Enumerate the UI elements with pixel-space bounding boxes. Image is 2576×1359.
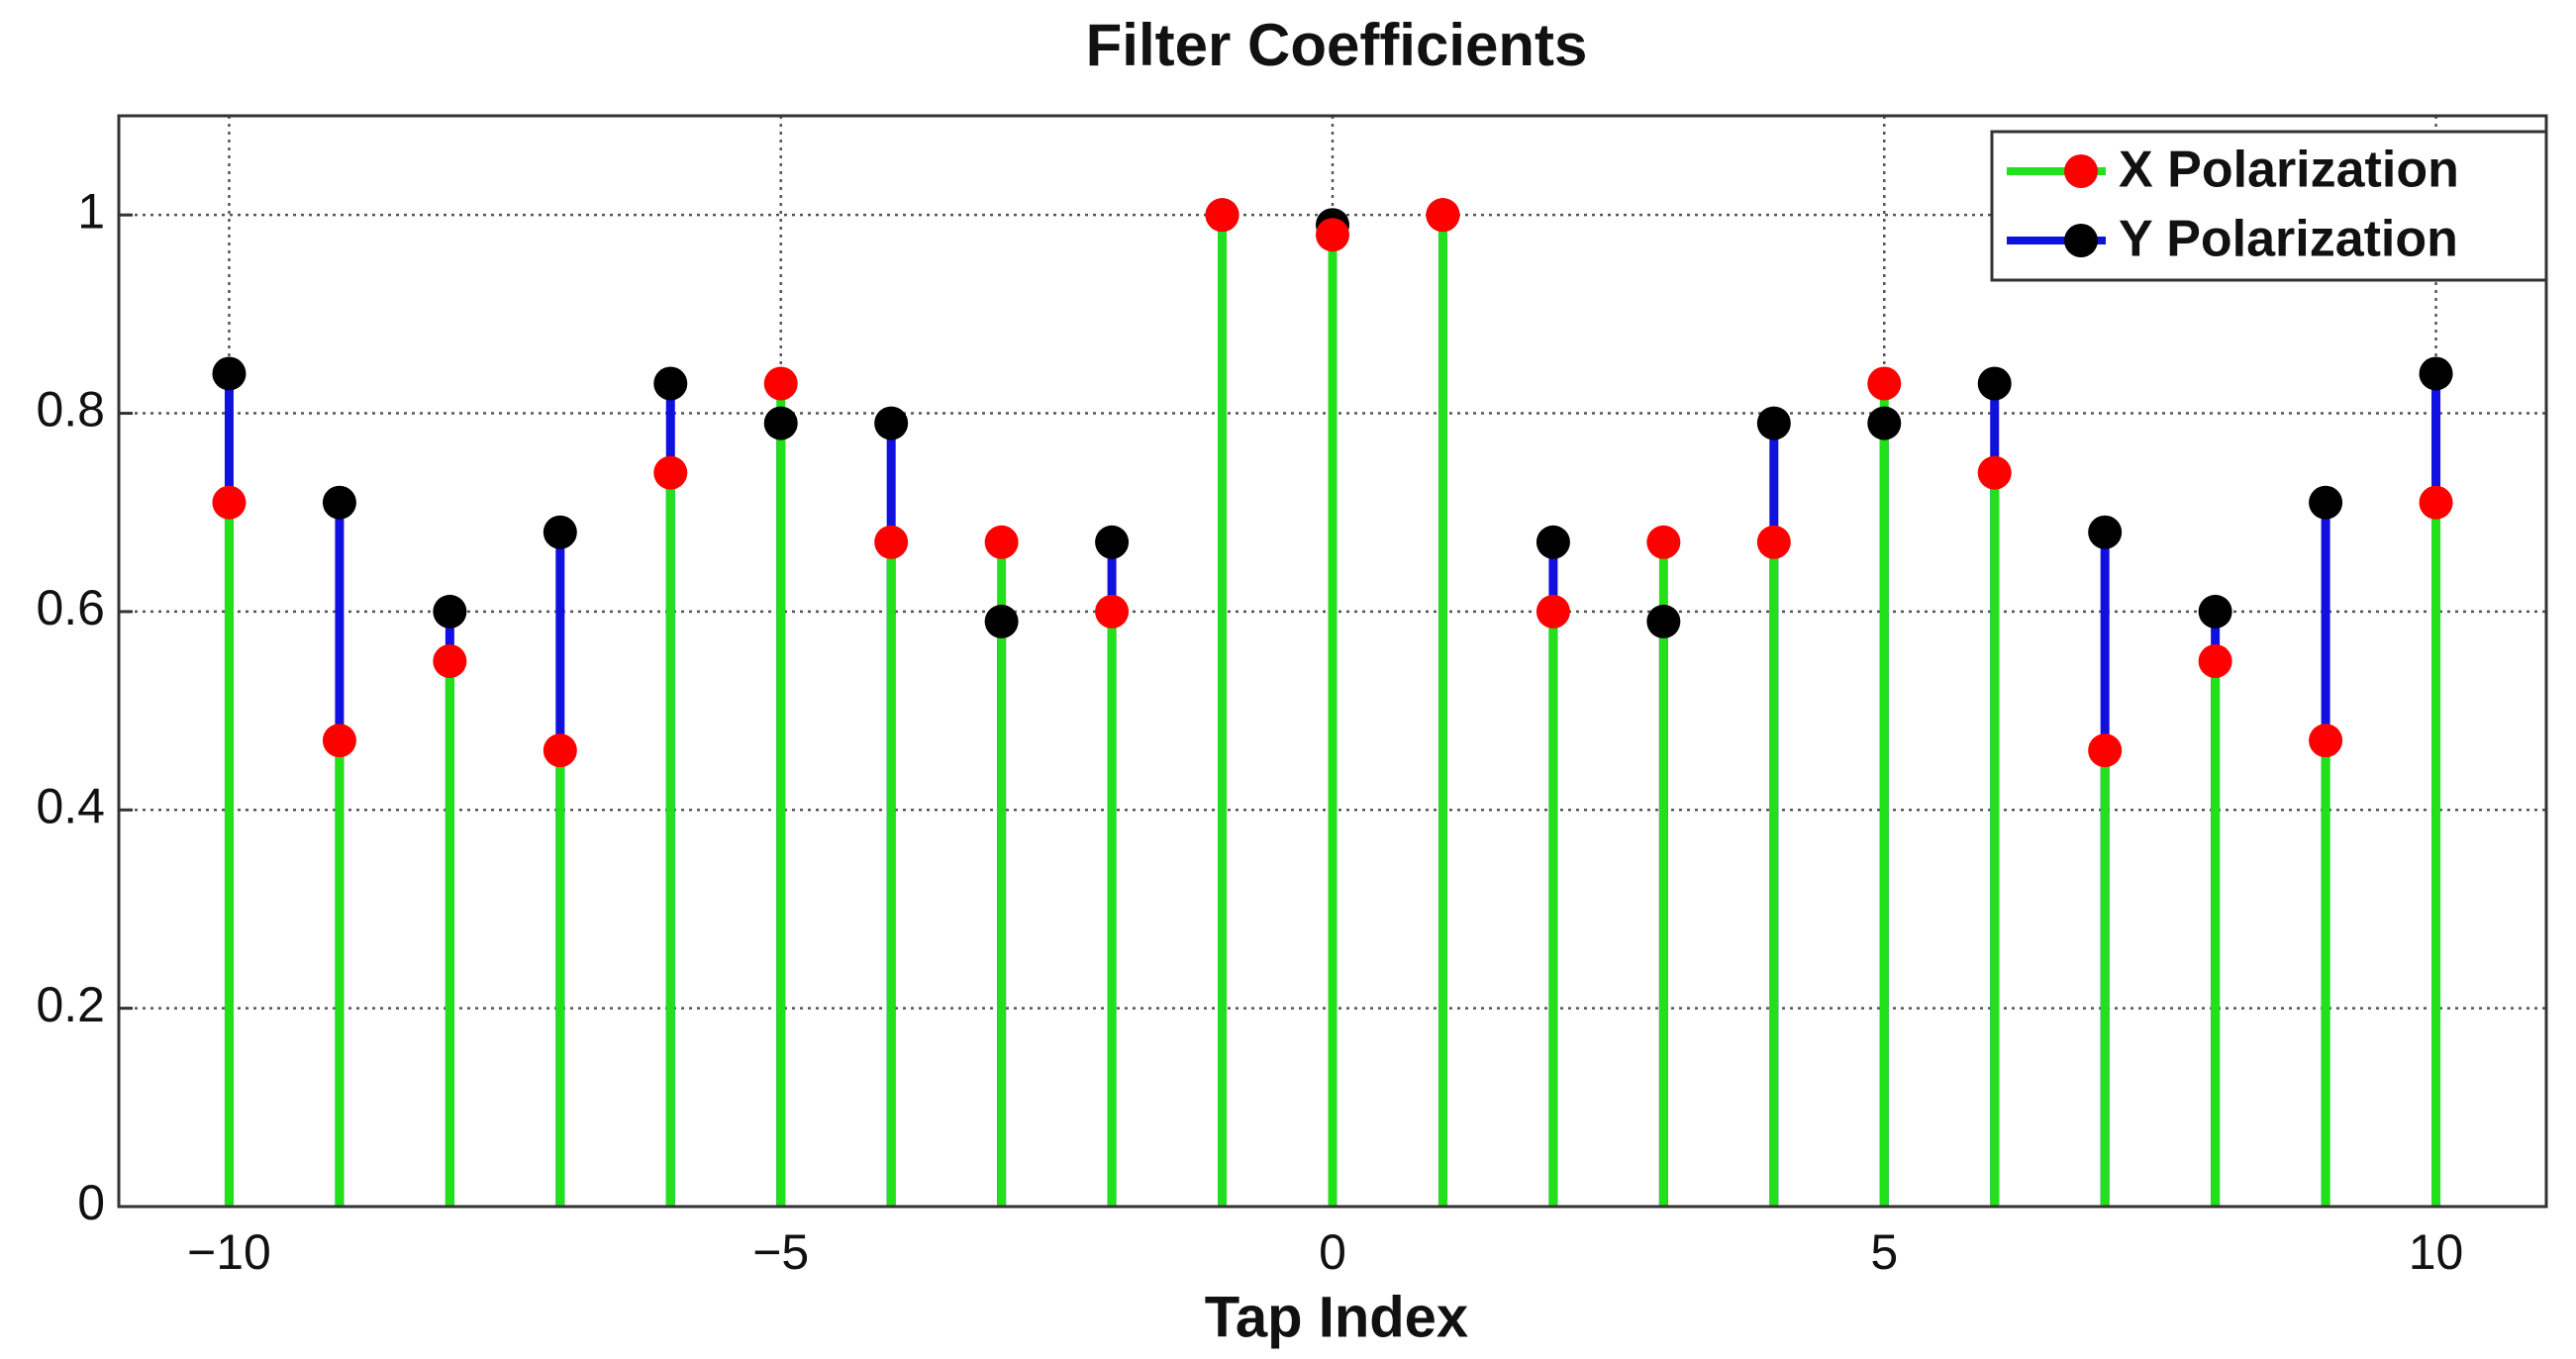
marker [763, 406, 798, 440]
legend-marker [2064, 224, 2098, 257]
legend-label: Y Polarization [2119, 211, 2458, 268]
marker [874, 525, 909, 559]
legend-marker [2064, 154, 2098, 188]
marker [1205, 198, 1239, 233]
marker [2198, 644, 2232, 678]
marker [1756, 525, 1791, 559]
y-tick-label: 1 [77, 183, 105, 239]
marker [2198, 594, 2232, 629]
marker [1977, 366, 2012, 401]
marker [1977, 455, 2012, 490]
marker [2088, 733, 2123, 768]
marker [1867, 406, 1902, 440]
marker [1536, 594, 1570, 629]
marker [433, 644, 467, 678]
marker [1316, 218, 1349, 252]
marker [322, 485, 356, 520]
marker [1646, 525, 1681, 559]
marker [1867, 366, 1902, 401]
x-axis-label: Tap Index [1205, 1285, 1468, 1349]
marker [2419, 485, 2453, 520]
marker [653, 366, 688, 401]
y-tick-label: 0 [77, 1175, 105, 1230]
marker [322, 724, 356, 758]
marker [2309, 724, 2343, 758]
y-tick-label: 0.8 [36, 382, 105, 437]
x-tick-label: −10 [187, 1224, 271, 1280]
marker [653, 455, 688, 490]
marker [1095, 594, 1130, 629]
marker [1756, 406, 1791, 440]
marker [984, 525, 1019, 559]
marker [874, 406, 909, 440]
x-tick-label: 5 [1870, 1224, 1898, 1280]
marker [1426, 198, 1460, 233]
marker [1095, 525, 1130, 559]
y-tick-label: 0.6 [36, 580, 105, 635]
legend: X Polarization Y Polarization [1990, 130, 2548, 282]
x-tick-label: 0 [1319, 1224, 1346, 1280]
plot-frame [117, 114, 2548, 1209]
marker [2419, 356, 2453, 391]
marker [984, 604, 1019, 638]
y-tick-label: 0.2 [36, 977, 105, 1032]
marker [1646, 604, 1681, 638]
marker [2088, 515, 2123, 549]
y-tick-label: 0.4 [36, 778, 105, 833]
marker [543, 733, 577, 768]
marker [543, 515, 577, 549]
marker [1536, 525, 1570, 559]
legend-label: X Polarization [2119, 142, 2459, 199]
marker [212, 356, 247, 391]
x-tick-label: 10 [2409, 1224, 2464, 1280]
chart-title: Filter Coefficients [1086, 12, 1588, 78]
x-tick-label: −5 [752, 1224, 809, 1280]
marker [212, 485, 247, 520]
marker [433, 594, 467, 629]
marker [763, 366, 798, 401]
marker [2309, 485, 2343, 520]
